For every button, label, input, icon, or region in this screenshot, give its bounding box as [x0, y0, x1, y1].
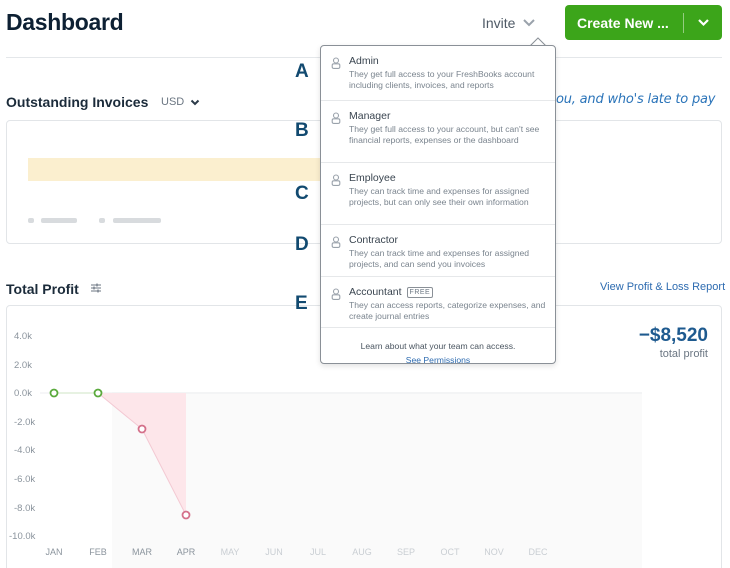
x-tick: MAR — [132, 547, 152, 557]
invite-label: Invite — [482, 15, 516, 31]
currency-label: USD — [161, 96, 185, 108]
invoices-hint: ou, and who's late to pay — [556, 92, 716, 107]
create-new-button[interactable]: Create New ... — [565, 5, 722, 40]
legend-label — [41, 218, 77, 223]
legend-swatch — [99, 218, 105, 223]
menu-item-manager[interactable]: Manager They get full access to your acc… — [321, 101, 555, 163]
footer-text: Learn about what your team can access. — [360, 341, 516, 351]
y-tick: -10.0k — [9, 531, 36, 542]
data-point-mar[interactable] — [137, 424, 147, 434]
user-icon — [331, 288, 341, 300]
create-new-label: Create New ... — [577, 14, 669, 31]
chevron-down-icon — [697, 19, 709, 27]
menu-item-contractor[interactable]: Contractor They can track time and expen… — [321, 225, 555, 277]
total-profit-label: total profit — [659, 348, 708, 360]
settings-sliders-icon[interactable] — [90, 282, 102, 294]
user-icon — [331, 57, 341, 69]
x-tick: JAN — [45, 547, 63, 557]
x-tick: OCT — [440, 547, 460, 557]
menu-item-admin[interactable]: Admin They get full access to your Fresh… — [321, 46, 555, 101]
x-tick: NOV — [484, 547, 504, 557]
x-tick: JUN — [265, 547, 283, 557]
view-profit-loss-link[interactable]: View Profit & Loss Report — [600, 281, 726, 293]
x-tick: FEB — [89, 547, 107, 557]
invite-button[interactable]: Invite — [482, 13, 536, 33]
chevron-down-icon — [523, 19, 536, 27]
page-title: Dashboard — [6, 9, 124, 35]
button-divider — [683, 12, 684, 33]
role-name: Admin — [349, 55, 379, 67]
y-tick: -8.0k — [14, 503, 36, 514]
role-name: Employee — [349, 172, 396, 184]
x-tick: JUL — [309, 547, 326, 557]
annotation-marker-a: A — [295, 61, 309, 82]
legend-swatch — [28, 218, 34, 223]
y-tick: -6.0k — [14, 474, 36, 485]
role-description: They can access reports, categorize expe… — [349, 300, 546, 322]
y-tick: -4.0k — [14, 445, 36, 456]
menu-footer: Learn about what your team can access. S… — [321, 328, 555, 365]
x-tick: AUG — [352, 547, 372, 557]
annotation-marker-b: B — [295, 120, 309, 141]
invoice-progress-bar — [28, 158, 322, 181]
annotation-marker-d: D — [295, 234, 309, 255]
role-name: Contractor — [349, 234, 399, 246]
role-name: Manager — [349, 110, 391, 122]
data-point-jan[interactable] — [49, 388, 59, 398]
create-new-dropdown-toggle[interactable] — [684, 18, 722, 27]
x-tick: MAY — [220, 547, 240, 557]
legend-label — [113, 218, 161, 223]
role-name: Accountant — [349, 286, 402, 298]
user-icon — [331, 174, 341, 186]
data-point-feb[interactable] — [93, 388, 103, 398]
total-profit-title: Total Profit — [6, 281, 79, 297]
y-tick: 4.0k — [14, 331, 32, 342]
y-tick: 0.0k — [14, 388, 32, 399]
see-permissions-link[interactable]: See Permissions — [405, 355, 471, 365]
invite-role-menu: Admin They get full access to your Fresh… — [320, 45, 556, 365]
menu-item-employee[interactable]: Employee They can track time and expense… — [321, 163, 555, 225]
free-badge: FREE — [406, 286, 434, 298]
role-description: They can track time and expenses for ass… — [349, 186, 530, 208]
role-description: They get full access to your FreshBooks … — [349, 69, 535, 91]
user-icon — [331, 112, 341, 124]
total-profit-amount: −$8,520 — [638, 325, 708, 346]
y-tick: -2.0k — [14, 417, 36, 428]
data-point-apr[interactable] — [181, 510, 191, 520]
chevron-down-icon — [191, 99, 200, 105]
role-description: They can track time and expenses for ass… — [349, 248, 530, 270]
menu-item-accountant[interactable]: Accountant FREE They can access reports,… — [321, 277, 555, 328]
dropdown-pointer — [530, 37, 546, 46]
x-tick: SEP — [396, 547, 415, 557]
annotation-marker-c: C — [295, 183, 309, 204]
role-description: They get full access to your account, bu… — [349, 124, 540, 146]
x-tick: DEC — [528, 547, 548, 557]
y-tick: 2.0k — [14, 360, 32, 371]
user-icon — [331, 236, 341, 248]
x-tick: APR — [176, 547, 196, 557]
currency-selector[interactable]: USD — [161, 96, 200, 108]
chart-future-region — [112, 392, 642, 568]
annotation-marker-e: E — [295, 293, 308, 314]
outstanding-invoices-title: Outstanding Invoices — [6, 94, 149, 110]
